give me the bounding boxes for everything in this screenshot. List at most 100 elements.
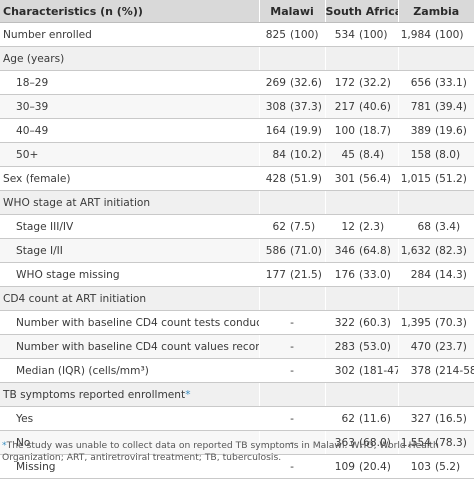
table-row: Stage I/II 586 (71.0) 346 (64.8) 1,632 (82.3) <box>0 238 474 263</box>
count-cell: 470 <box>397 334 435 359</box>
row-label: No <box>0 430 259 455</box>
count-cell: 284 <box>397 262 435 287</box>
count-cell: 12 <box>324 214 358 239</box>
row-label: Yes <box>0 406 259 431</box>
percent-cell: (18.7) <box>358 118 399 143</box>
count-cell: 158 <box>397 142 435 167</box>
header-south-africa: South Africa <box>324 0 399 23</box>
count-cell: 322 <box>324 310 358 335</box>
percent-cell: (21.5) <box>289 262 325 287</box>
count-cell <box>397 286 435 311</box>
count-cell: 301 <box>324 166 358 191</box>
table-header-row: Characteristics (n (%)) Malawi South Afr… <box>0 0 474 23</box>
percent-cell: (60.3) <box>358 310 399 335</box>
percent-cell: (32.2) <box>358 70 399 95</box>
percent-cell: (51.2) <box>434 166 474 191</box>
count-cell: 428 <box>258 166 289 191</box>
table-row: 50+ 84 (10.2) 45 (8.4) 158 (8.0) <box>0 142 474 167</box>
row-label: 30–39 <box>0 94 259 119</box>
percent-cell <box>358 190 399 215</box>
percent-cell <box>434 382 474 407</box>
count-cell <box>258 46 289 71</box>
row-label-text: 30–39 <box>16 100 49 113</box>
row-label-text: Number enrolled <box>3 28 92 41</box>
row-label-text: Yes <box>16 412 34 425</box>
count-cell: 1,015 <box>397 166 435 191</box>
count-cell: 45 <box>324 142 358 167</box>
count-cell: - <box>258 430 325 455</box>
count-cell: 327 <box>397 406 435 431</box>
table-row: Stage III/IV 62 (7.5) 12 (2.3) 68 (3.4) <box>0 214 474 239</box>
percent-cell: (40.6) <box>358 94 399 119</box>
percent-cell <box>289 382 325 407</box>
header-zambia: Zambia <box>397 0 474 23</box>
count-cell: 534 <box>324 22 358 47</box>
count-cell: 269 <box>258 70 289 95</box>
row-label: 50+ <box>0 142 259 167</box>
count-cell <box>397 46 435 71</box>
percent-cell: (82.3) <box>434 238 474 263</box>
percent-cell: (7.5) <box>289 214 325 239</box>
percent-cell <box>289 46 325 71</box>
count-cell: 656 <box>397 70 435 95</box>
count-cell: 308 <box>258 94 289 119</box>
percent-cell: (68.0) <box>358 430 399 455</box>
count-cell: 62 <box>258 214 289 239</box>
section-label: WHO stage at ART initiation <box>0 190 259 215</box>
count-cell: 825 <box>258 22 289 47</box>
row-label-text: 40–49 <box>16 124 49 137</box>
count-cell: 302 <box>324 358 358 383</box>
percent-cell: (23.7) <box>434 334 474 359</box>
percent-cell <box>289 286 325 311</box>
percent-cell <box>358 286 399 311</box>
count-cell <box>258 190 289 215</box>
row-label-text: Sex (female) <box>3 172 71 185</box>
count-cell: 177 <box>258 262 289 287</box>
percent-cell <box>434 46 474 71</box>
percent-cell: (64.8) <box>358 238 399 263</box>
count-cell <box>324 382 358 407</box>
count-cell <box>324 286 358 311</box>
count-cell: - <box>258 358 325 383</box>
footnote: *The study was unable to collect data on… <box>2 440 472 464</box>
percent-cell: (214-581) <box>434 358 474 383</box>
table-row: WHO stage missing 177 (21.5) 176 (33.0) 284 (1… <box>0 262 474 287</box>
count-cell <box>324 46 358 71</box>
row-label-text: Stage I/II <box>16 244 63 257</box>
count-cell: - <box>258 406 325 431</box>
row-label: 40–49 <box>0 118 259 143</box>
count-cell: 217 <box>324 94 358 119</box>
percent-cell: (78.3) <box>434 430 474 455</box>
row-label-text: WHO stage missing <box>16 268 120 281</box>
section-row: WHO stage at ART initiation <box>0 190 474 215</box>
row-label: WHO stage missing <box>0 262 259 287</box>
table-row: Yes -62 (11.6) 327 (16.5) <box>0 406 474 431</box>
count-cell: 346 <box>324 238 358 263</box>
count-cell: 389 <box>397 118 435 143</box>
percent-cell: (33.0) <box>358 262 399 287</box>
count-cell: 62 <box>324 406 358 431</box>
percent-cell: (39.4) <box>434 94 474 119</box>
row-label-text: 50+ <box>16 148 39 161</box>
percent-cell: (8.4) <box>358 142 399 167</box>
count-cell: 283 <box>324 334 358 359</box>
percent-cell <box>434 286 474 311</box>
count-cell: 176 <box>324 262 358 287</box>
count-cell: 1,632 <box>397 238 435 263</box>
percent-cell <box>358 46 399 71</box>
table-body: Number enrolled 825 (100) 534 (100) 1,984 (100… <box>0 22 474 479</box>
row-label-text: CD4 count at ART initiation <box>3 292 147 305</box>
row-label-text: Number with baseline CD4 count tests con… <box>16 316 259 329</box>
row-label-text: WHO stage at ART initiation <box>3 196 151 209</box>
section-label: TB symptoms reported enrollment* <box>0 382 259 407</box>
percent-cell: (56.4) <box>358 166 399 191</box>
percent-cell: (11.6) <box>358 406 399 431</box>
table-row: Number enrolled 825 (100) 534 (100) 1,984 (100… <box>0 22 474 47</box>
count-cell <box>324 190 358 215</box>
row-label: Number enrolled <box>0 22 259 47</box>
percent-cell: (3.4) <box>434 214 474 239</box>
percent-cell: (100) <box>289 22 325 47</box>
section-row: CD4 count at ART initiation <box>0 286 474 311</box>
count-cell: 1,984 <box>397 22 435 47</box>
